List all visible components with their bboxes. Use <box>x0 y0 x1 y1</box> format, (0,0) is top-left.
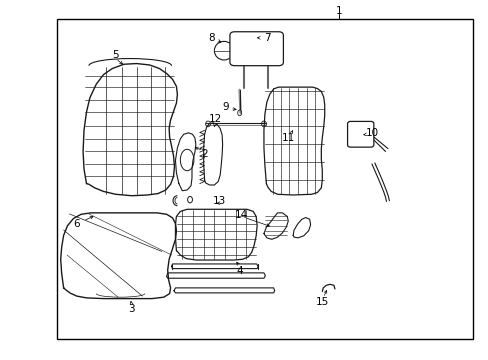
Bar <box>57 19 472 339</box>
FancyBboxPatch shape <box>229 32 283 66</box>
Text: 10: 10 <box>365 128 378 138</box>
Text: 12: 12 <box>208 113 222 123</box>
Text: 7: 7 <box>264 33 271 43</box>
FancyBboxPatch shape <box>347 121 373 147</box>
Text: 13: 13 <box>212 197 225 206</box>
Text: 5: 5 <box>112 50 119 60</box>
Text: 3: 3 <box>128 304 135 314</box>
Text: 6: 6 <box>73 219 80 229</box>
Text: 1: 1 <box>335 6 342 17</box>
Text: 11: 11 <box>281 133 294 143</box>
Text: 2: 2 <box>201 149 207 159</box>
Text: 9: 9 <box>222 102 229 112</box>
Text: 4: 4 <box>236 266 243 276</box>
Text: 15: 15 <box>315 297 328 307</box>
Text: 8: 8 <box>208 33 214 43</box>
Text: 14: 14 <box>234 210 248 220</box>
